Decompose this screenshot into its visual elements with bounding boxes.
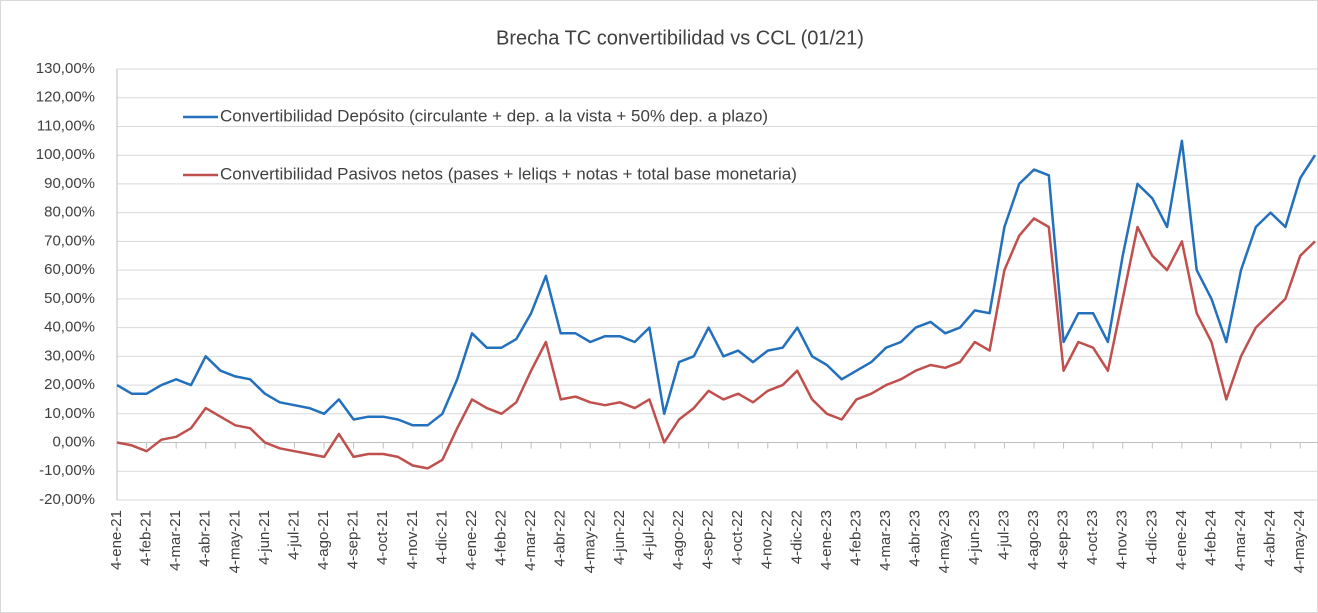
x-tick-label: 4-dic-23 [1143, 510, 1160, 564]
x-tick-label: 4-jul-21 [285, 510, 302, 560]
x-tick-label: 4-ene-21 [108, 510, 125, 570]
x-tick-label: 4-mar-21 [167, 510, 184, 571]
x-tick-label: 4-nov-21 [404, 510, 421, 569]
chart-title: Brecha TC convertibilidad vs CCL (01/21) [496, 27, 864, 49]
x-tick-label: 4-nov-23 [1114, 510, 1131, 569]
y-tick-label: -20,00% [39, 491, 95, 508]
x-tick-label: 4-may-21 [226, 510, 243, 573]
y-tick-label: 50,00% [44, 290, 95, 307]
x-tick-label: 4-nov-22 [759, 510, 776, 569]
y-tick-label: 0,00% [52, 434, 95, 451]
x-tick-label: 4-jun-21 [256, 510, 273, 565]
x-tick-label: 4-may-23 [936, 510, 953, 573]
y-tick-label: 20,00% [44, 376, 95, 393]
y-tick-label: 130,00% [36, 60, 95, 77]
y-tick-label: 100,00% [36, 146, 95, 163]
y-tick-label: 40,00% [44, 319, 95, 336]
x-tick-label: 4-feb-21 [138, 510, 155, 566]
x-tick-label: 4-abr-24 [1262, 510, 1279, 567]
x-tick-label: 4-ago-23 [1025, 510, 1042, 570]
x-tick-label: 4-feb-24 [1202, 510, 1219, 566]
x-tick-label: 4-jun-22 [611, 510, 628, 565]
x-tick-label: 4-sep-23 [1055, 510, 1072, 569]
x-tick-label: 4-oct-21 [374, 510, 391, 565]
x-tick-label: 4-may-22 [581, 510, 598, 573]
y-tick-label: -10,00% [39, 462, 95, 479]
y-tick-label: 120,00% [36, 89, 95, 106]
y-tick-label: 10,00% [44, 405, 95, 422]
x-tick-label: 4-sep-22 [700, 510, 717, 569]
x-tick-label: 4-abr-23 [907, 510, 924, 567]
series-line [116, 139, 1317, 427]
x-tick-label: 4-oct-22 [729, 510, 746, 565]
y-tick-label: 90,00% [44, 175, 95, 192]
y-tick-label: 60,00% [44, 261, 95, 278]
y-tick-label: 80,00% [44, 204, 95, 221]
x-tick-label: 4-abr-22 [552, 510, 569, 567]
y-tick-label: 70,00% [44, 232, 95, 249]
y-tick-label: 30,00% [44, 347, 95, 364]
x-tick-label: 4-abr-21 [197, 510, 214, 567]
x-tick-label: 4-jul-22 [640, 510, 657, 560]
x-tick-label: 4-dic-22 [788, 510, 805, 564]
x-tick-label: 4-ago-21 [315, 510, 332, 570]
x-tick-label: 4-mar-22 [522, 510, 539, 571]
x-tick-label: 4-ene-23 [818, 510, 835, 570]
x-tick-label: 4-feb-23 [847, 510, 864, 566]
x-tick-label: 4-jun-23 [966, 510, 983, 565]
y-tick-label: 110,00% [37, 117, 95, 134]
legend-label: Convertibilidad Depósito (circulante + d… [220, 106, 768, 125]
x-tick-label: 4-ene-22 [463, 510, 480, 570]
x-tick-label: 4-jul-23 [995, 510, 1012, 560]
x-tick-label: 4-feb-22 [493, 510, 510, 566]
x-tick-label: 4-mar-23 [877, 510, 894, 571]
x-tick-label: 4-ago-22 [670, 510, 687, 570]
x-tick-label: 4-ene-24 [1173, 510, 1190, 570]
x-tick-label: 4-oct-23 [1084, 510, 1101, 565]
x-tick-label: 4-mar-24 [1232, 510, 1249, 571]
x-tick-label: 4-dic-21 [433, 510, 450, 564]
legend-label: Convertibilidad Pasivos netos (pases + l… [220, 164, 797, 183]
series-line [116, 217, 1316, 470]
x-tick-label: 4-sep-21 [345, 510, 362, 569]
x-tick-label: 4-may-24 [1291, 510, 1308, 573]
